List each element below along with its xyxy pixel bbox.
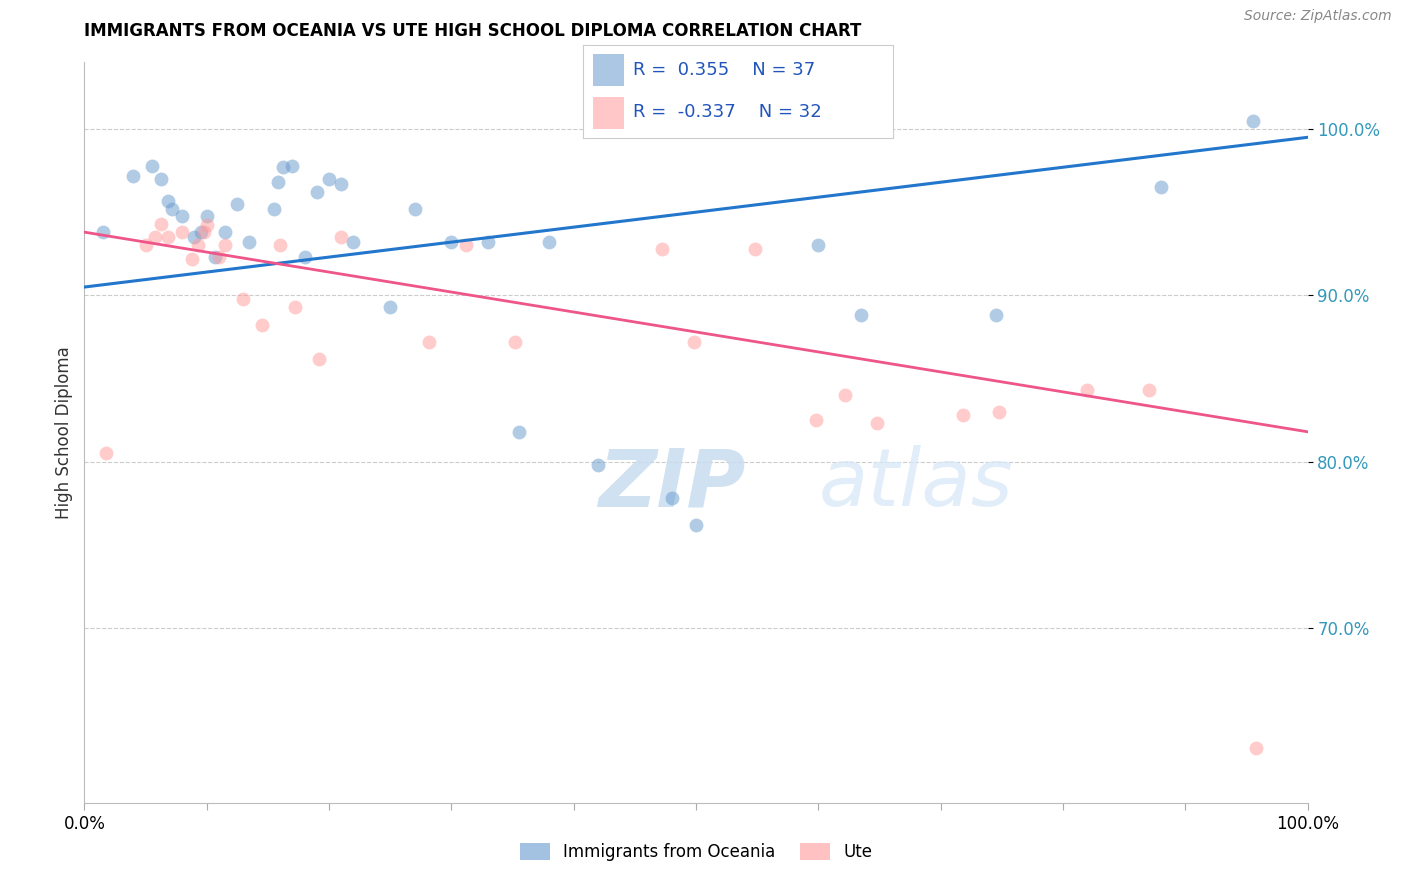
Point bbox=[508, 425, 530, 439]
Text: Source: ZipAtlas.com: Source: ZipAtlas.com bbox=[1244, 9, 1392, 23]
Point bbox=[342, 235, 364, 249]
Point bbox=[651, 242, 673, 256]
Point bbox=[122, 169, 145, 183]
Point bbox=[195, 219, 218, 233]
Point bbox=[284, 300, 307, 314]
Point bbox=[150, 172, 173, 186]
Point bbox=[172, 209, 194, 223]
Point bbox=[685, 518, 707, 533]
Point bbox=[538, 235, 561, 249]
Point bbox=[181, 252, 204, 266]
Point bbox=[226, 197, 249, 211]
Text: R =  0.355    N = 37: R = 0.355 N = 37 bbox=[633, 61, 815, 78]
Point bbox=[503, 334, 526, 349]
Point bbox=[404, 202, 426, 216]
Point bbox=[294, 250, 316, 264]
Point bbox=[454, 238, 477, 252]
Point bbox=[330, 177, 353, 191]
Point bbox=[269, 238, 291, 252]
Point bbox=[807, 238, 830, 252]
Point bbox=[308, 351, 330, 366]
Point bbox=[190, 225, 212, 239]
Point bbox=[418, 334, 440, 349]
Point bbox=[208, 250, 231, 264]
Point bbox=[195, 209, 218, 223]
Point bbox=[91, 225, 114, 239]
Legend: Immigrants from Oceania, Ute: Immigrants from Oceania, Ute bbox=[519, 843, 873, 861]
Point bbox=[984, 309, 1007, 323]
Point bbox=[187, 238, 209, 252]
Point bbox=[214, 225, 236, 239]
Point bbox=[1244, 740, 1267, 755]
Point bbox=[172, 225, 194, 239]
Point bbox=[141, 159, 163, 173]
Point bbox=[135, 238, 157, 252]
Point bbox=[952, 408, 974, 422]
Point bbox=[156, 230, 179, 244]
Point bbox=[477, 235, 499, 249]
Point bbox=[1241, 113, 1264, 128]
Point bbox=[834, 388, 856, 402]
Point bbox=[281, 159, 304, 173]
Point bbox=[263, 202, 285, 216]
Text: R =  -0.337    N = 32: R = -0.337 N = 32 bbox=[633, 103, 821, 121]
Point bbox=[143, 230, 166, 244]
Point bbox=[988, 405, 1011, 419]
Point bbox=[250, 318, 273, 333]
Point bbox=[232, 292, 254, 306]
Point bbox=[238, 235, 260, 249]
Bar bbox=[593, 54, 624, 86]
Point bbox=[330, 230, 353, 244]
Point bbox=[440, 235, 463, 249]
Point bbox=[162, 202, 184, 216]
Point bbox=[318, 172, 340, 186]
Point bbox=[744, 242, 766, 256]
Point bbox=[380, 300, 402, 314]
Text: atlas: atlas bbox=[818, 445, 1014, 524]
Point bbox=[1076, 383, 1098, 397]
Point bbox=[204, 250, 226, 264]
Text: ZIP: ZIP bbox=[598, 445, 745, 524]
Point bbox=[1150, 180, 1173, 194]
Point bbox=[586, 458, 609, 472]
Point bbox=[156, 194, 179, 208]
Point bbox=[183, 230, 205, 244]
Point bbox=[193, 225, 215, 239]
Point bbox=[849, 309, 872, 323]
Point bbox=[866, 417, 889, 431]
Point bbox=[150, 217, 173, 231]
Text: IMMIGRANTS FROM OCEANIA VS UTE HIGH SCHOOL DIPLOMA CORRELATION CHART: IMMIGRANTS FROM OCEANIA VS UTE HIGH SCHO… bbox=[84, 22, 862, 40]
Y-axis label: High School Diploma: High School Diploma bbox=[55, 346, 73, 519]
Point bbox=[271, 161, 294, 175]
Point bbox=[214, 238, 236, 252]
Bar bbox=[593, 97, 624, 129]
Point bbox=[266, 175, 288, 189]
Point bbox=[682, 334, 704, 349]
Point bbox=[661, 491, 683, 506]
Point bbox=[804, 413, 827, 427]
Point bbox=[305, 185, 328, 199]
Point bbox=[1137, 383, 1160, 397]
Point bbox=[96, 446, 118, 460]
